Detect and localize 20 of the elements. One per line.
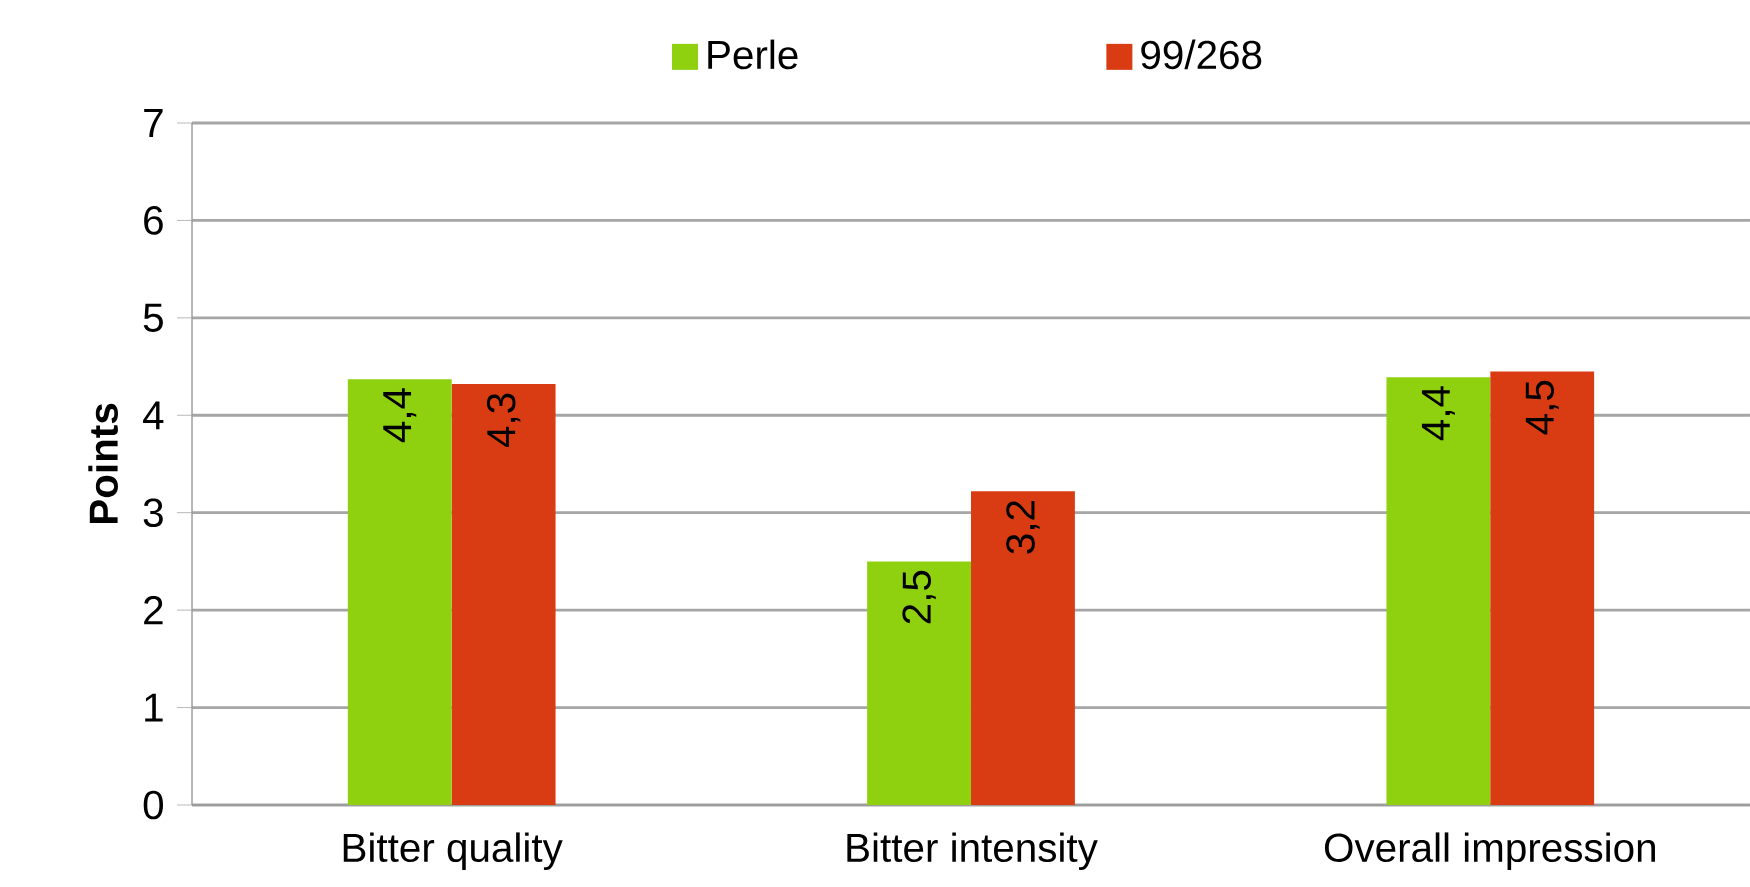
y-tick-label: 0 (143, 790, 163, 820)
y-tick-label: 6 (144, 206, 163, 235)
y-tick-label: 1 (145, 693, 163, 722)
data-label: 4,4 (1421, 386, 1455, 441)
data-label: 4,4 (383, 388, 417, 443)
y-tick-label: 3 (143, 498, 163, 527)
y-tick-label: 4 (143, 401, 164, 430)
data-label: 3,2 (1006, 501, 1040, 554)
legend-label: Perle (708, 39, 798, 70)
data-label: 4,3 (486, 393, 521, 448)
x-tick-label: Overall impression (1324, 832, 1655, 871)
data-label: 4,5 (1525, 380, 1559, 435)
data-label: 2,5 (902, 570, 936, 624)
x-tick-label: Bitter quality (343, 832, 563, 871)
y-tick-label: 7 (144, 109, 163, 137)
legend-label: 99/268 (1141, 39, 1262, 70)
y-tick-label: 2 (144, 596, 163, 625)
y-tick-label: 5 (143, 303, 163, 332)
x-tick-label: Bitter intensity (847, 832, 1098, 871)
y-axis-title: Points (88, 403, 118, 524)
